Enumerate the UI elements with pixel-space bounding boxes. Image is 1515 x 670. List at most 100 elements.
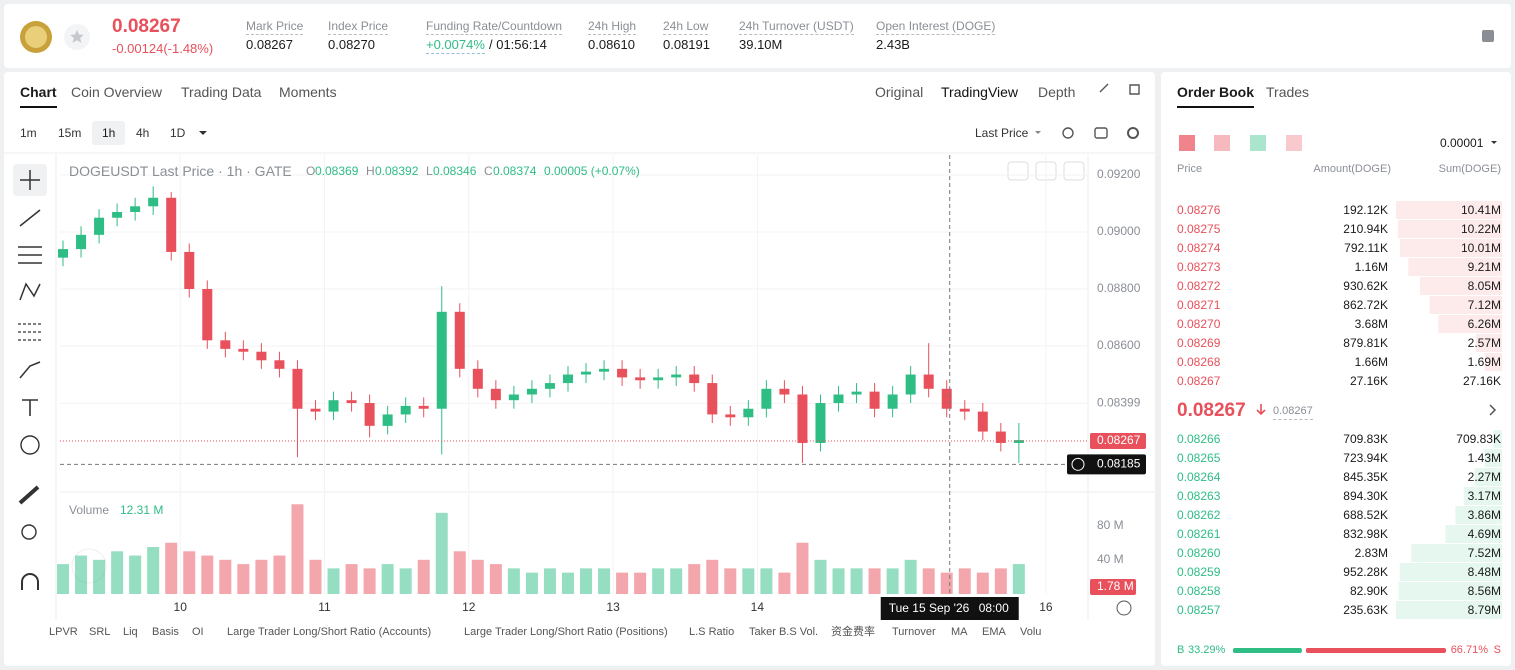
reset-button[interactable] [1063,161,1085,181]
indicator-tab[interactable]: OI [192,626,204,638]
chart-tab[interactable]: Chart [20,84,57,108]
chart-settings[interactable] [1116,600,1132,616]
ob-col: Price [1177,163,1203,175]
depth-bar [1463,487,1502,505]
candle-body [310,408,321,412]
zoom-tool[interactable] [21,524,37,540]
stat-label: Open Interest (DOGE) [876,19,996,35]
volume-bar [309,559,322,594]
ohlc-value: 0.08369 [315,164,359,178]
magnet-tool[interactable] [21,573,39,590]
last-price-badge [1090,432,1146,449]
indicator-tab[interactable]: Turnover [892,626,936,638]
indicator-tab[interactable]: 资金费率 [831,626,875,638]
ob-amount: 1.16M [1354,260,1388,274]
candle-body [220,340,231,349]
interval[interactable]: 1D [170,126,186,140]
trend-line-tool[interactable] [19,209,41,227]
text-tool[interactable] [22,399,38,416]
indicator-tab[interactable]: SRL [89,626,111,638]
window-icons[interactable] [1099,83,1140,95]
asks-mode-icon[interactable] [1214,135,1230,151]
ob-price: 0.08263 [1177,489,1221,503]
indicator-tab[interactable]: Large Trader Long/Short Ratio (Accounts) [227,626,432,638]
indicator-tab[interactable]: Liq [123,626,138,638]
volume-bar [868,568,881,594]
pattern-tool[interactable] [19,282,41,301]
brush-tool[interactable] [19,361,41,379]
ob-price: 0.08261 [1177,527,1221,541]
bids-mode-icon[interactable] [1250,135,1266,151]
ob-sum: 3.86M [1467,508,1501,522]
crosshair-time: 08:00 [979,601,1009,615]
view-tab[interactable]: Depth [1038,84,1076,100]
ob-precision[interactable]: 0.00001 [1440,136,1484,150]
scroll-down-button[interactable] [1007,161,1029,181]
price-change: -0.00124(-1.48%) [112,41,214,56]
candle-body [130,206,141,213]
indicator-tab[interactable]: EMA [982,626,1006,638]
interval[interactable]: 15m [58,126,82,140]
volume-bar [435,512,448,594]
ob-price: 0.08269 [1177,336,1221,350]
chart-panel [4,72,1155,666]
indicator-tab[interactable]: Volu [1020,626,1042,638]
volume-bar [111,551,124,594]
ob-amount: 192.12K [1343,203,1388,217]
ob-price: 0.08271 [1177,298,1221,312]
candle-body [725,414,736,418]
gear-icon[interactable] [1127,127,1139,139]
indicator-tab[interactable]: Basis [152,626,179,638]
depth-bar [1411,544,1502,562]
camera-icon[interactable] [1094,127,1108,139]
candle-body [1013,440,1024,443]
emoji-tool[interactable] [20,435,40,455]
volume-bar [525,572,538,594]
indicator-tab[interactable]: L.S Ratio [689,626,735,638]
chart-tab[interactable]: Trading Data [181,84,262,100]
y-tick-label: 0.09000 [1097,224,1141,238]
projection-tool[interactable] [18,323,42,341]
interval[interactable]: 1m [20,126,37,140]
depth-bar [1408,258,1502,276]
volume-bar [742,568,755,594]
price-type[interactable]: Last Price [975,126,1029,140]
ob-amount: 845.35K [1343,470,1388,484]
settings-icon[interactable] [1482,30,1494,42]
buy-bar [1233,648,1302,653]
indicator-tab[interactable]: Large Trader Long/Short Ratio (Positions… [464,626,668,638]
candle-body [923,374,934,389]
volume-bar [417,559,430,594]
interval[interactable]: 1h [92,121,126,145]
interval[interactable]: 4h [136,126,150,140]
depth-bar [1400,239,1502,257]
stat-value: 0.08610 [588,37,635,52]
indicator-tab[interactable]: Taker B.S Vol. [749,626,819,638]
ob-tab[interactable]: Order Book [1177,84,1255,108]
ruler-tool[interactable] [18,485,40,505]
candle-body [526,388,537,395]
chart-tab[interactable]: Moments [279,84,337,100]
volume-bar [796,542,809,594]
volume-bar [688,564,701,594]
y-tick-label: 0.09200 [1097,167,1141,181]
ob-price: 0.08274 [1177,241,1221,255]
depth-mode-icon[interactable] [1179,135,1195,151]
view-tab[interactable]: Original [875,84,924,100]
search-icon[interactable] [1062,127,1074,139]
compact-mode-icon[interactable] [1286,135,1302,151]
indicator-tab[interactable]: MA [951,626,968,638]
chart-tab[interactable]: Coin Overview [71,84,163,100]
indicator-tab[interactable]: LPVR [49,626,78,638]
sell-bar [1305,648,1446,653]
ob-tab[interactable]: Trades [1266,84,1310,100]
volume-bar [147,547,160,594]
view-tab[interactable]: TradingView [941,84,1019,100]
ob-price: 0.08266 [1177,432,1221,446]
ob-mid-price: 0.08267 [1177,400,1246,421]
fib-tool[interactable] [18,246,42,264]
candle-body [562,374,573,384]
candle-body [581,371,592,375]
x-tick-label: 13 [606,600,620,614]
candle-body [436,311,447,409]
